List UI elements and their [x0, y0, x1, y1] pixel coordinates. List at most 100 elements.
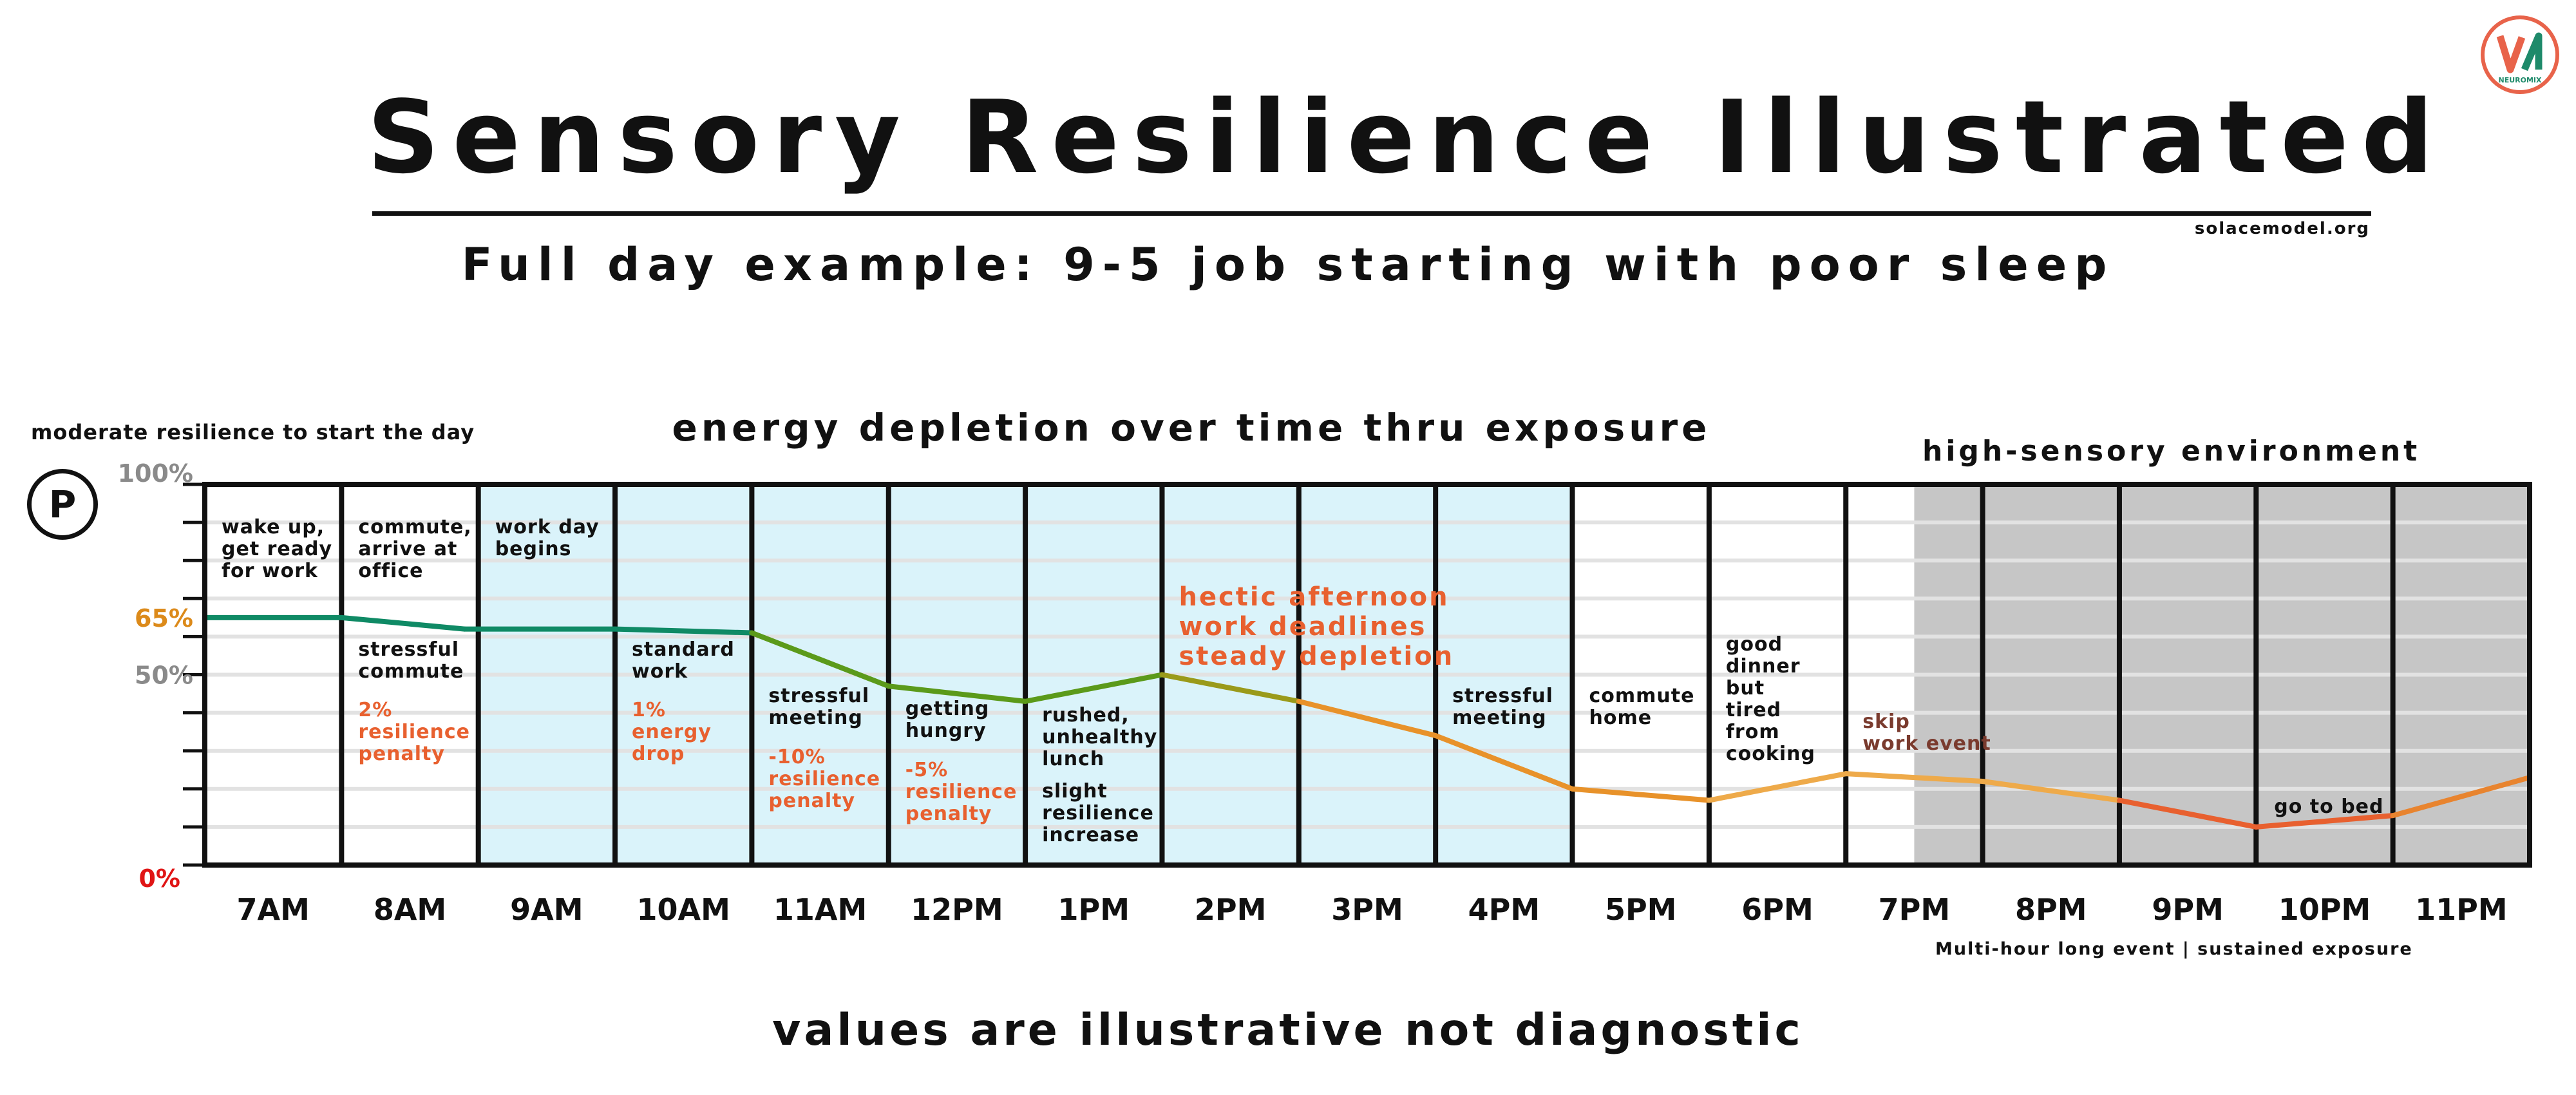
p-badge-icon: P [27, 469, 98, 540]
annotation-label: commute, arrive at office [358, 516, 471, 582]
x-tick-label: 5PM [1605, 892, 1677, 927]
annotation-line: steady depletion [1179, 642, 1454, 671]
annotation-label: -5% resilience penalty [905, 759, 1018, 825]
annotation-label: stressful meeting [768, 685, 869, 729]
neuromix-logo: NEUROMIX [2481, 15, 2559, 94]
annotation-line: work event [1862, 732, 1991, 755]
annotation-label: 1% energy drop [632, 699, 712, 765]
annotation-label: skip work event [1862, 710, 1991, 755]
plot-border [202, 482, 2532, 868]
annotation-label: stressful meeting [1452, 685, 1553, 729]
line-segment [1296, 698, 1439, 739]
footer-disclaimer: values are illustrative not diagnostic [772, 1005, 1804, 1056]
annotation-line: meeting [1452, 707, 1546, 729]
annotation-label: good dinner but tired from cooking [1726, 633, 1815, 765]
line-segment [886, 683, 1028, 704]
annotation-line: wake up, [222, 516, 325, 538]
annotation-line: commute, [358, 516, 471, 538]
annotation-line: work deadlines [1179, 612, 1426, 642]
annotation-line: drop [632, 743, 685, 765]
gridlines [183, 482, 2530, 867]
annotation-line: 1% [632, 699, 666, 721]
annotation-label: wake up, get ready for work [222, 516, 332, 582]
annotation-line: stressful [358, 638, 459, 661]
x-tick-label: 10PM [2278, 892, 2371, 927]
line-segment [612, 626, 755, 636]
annotation-line: dinner [1726, 655, 1801, 678]
annotation-line: commute [1589, 685, 1695, 707]
x-tick-label: 2PM [1195, 892, 1267, 927]
annotation-line: rushed, [1042, 704, 1130, 727]
annotation-line: energy [632, 721, 712, 743]
line-segment [339, 614, 468, 632]
resilience-chart: wake up, get ready for work commute, arrive … [118, 459, 2532, 927]
line-segment [1706, 771, 1849, 803]
resilience-line [202, 614, 2532, 830]
annotation-line: penalty [768, 790, 855, 812]
line-segment [1980, 778, 2122, 803]
annotation-line: stressful [768, 685, 869, 707]
annotation-line: lunch [1042, 748, 1104, 770]
annotation-line: increase [1042, 824, 1139, 846]
y-tick-label: 50% [135, 662, 193, 690]
annotation-line: unhealthy [1042, 726, 1157, 748]
annotation-line: penalty [905, 803, 992, 825]
x-tick-label: 12PM [911, 892, 1003, 927]
y-tick-label: 100% [118, 459, 193, 488]
annotation-line: resilience [358, 721, 470, 743]
annotation-line: office [358, 560, 423, 582]
plot-frame [202, 482, 2532, 868]
x-tick-label: 11PM [2415, 892, 2508, 927]
line-segment [1433, 733, 1575, 792]
environment-label: high-sensory environment [1922, 435, 2421, 468]
annotation-label: slight resilience increase [1042, 780, 1154, 846]
annotation-label: getting hungry [905, 698, 990, 742]
annotations: wake up, get ready for work commute, arrive … [222, 516, 2383, 846]
annotation-line: arrive at [358, 538, 457, 560]
annotation-line: getting [905, 698, 990, 720]
annotation-line: go to bed [2274, 795, 2383, 818]
annotation-label: work day begins [495, 516, 600, 560]
annotation-line: resilience [1042, 802, 1154, 824]
line-segment [749, 630, 891, 689]
logo-text: NEUROMIX [2499, 76, 2543, 84]
x-tick-label: 9AM [510, 892, 583, 927]
annotation-line: get ready [222, 538, 332, 560]
annotation-label: commute home [1589, 685, 1695, 729]
y-tick-label: 65% [135, 604, 193, 633]
x-tick-label: 1PM [1058, 892, 1130, 927]
chart-title: energy depletion over time thru exposure [672, 406, 1711, 450]
annotation-label: standard work [632, 638, 735, 683]
line-segment [1023, 672, 1165, 704]
annotation-line: home [1589, 707, 1653, 729]
annotation-label: stressful commute [358, 638, 464, 683]
annotation-line: -10% [768, 746, 825, 768]
title-divider [372, 211, 2371, 216]
annotation-line: resilience [768, 768, 880, 790]
annotation-label: -10% resilience penalty [768, 746, 880, 812]
x-tick-label: 8AM [374, 892, 446, 927]
multi-hour-note: Multi-hour long event | sustained exposu… [1935, 939, 2413, 959]
x-tick-label: 7PM [1879, 892, 1951, 927]
annotation-line: work day [495, 516, 600, 538]
annotation-line: but [1726, 677, 1765, 700]
start-note: moderate resilience to start the day [31, 420, 475, 444]
y-axis-labels: 100% 65% 50% 0% [118, 459, 193, 893]
annotation-label: hectic afternoon work deadlines steady dep… [1179, 582, 1454, 671]
x-tick-label: 4PM [1468, 892, 1540, 927]
annotation-line: hungry [905, 719, 987, 742]
annotation-line: -5% [905, 759, 948, 781]
annotation-line: for work [222, 560, 318, 582]
subtitle: Full day example: 9-5 job starting with … [461, 238, 2115, 291]
x-tick-label: 10AM [637, 892, 730, 927]
x-tick-label: 9PM [2152, 892, 2224, 927]
line-segment [2116, 797, 2259, 830]
line-segment [1159, 672, 1302, 704]
annotation-label: 2% resilience penalty [358, 699, 470, 765]
annotation-line: cooking [1726, 743, 1815, 765]
x-tick-label: 8PM [2015, 892, 2087, 927]
line-segment [1843, 771, 1985, 784]
annotation-line: penalty [358, 743, 445, 765]
line-segment [2390, 775, 2532, 819]
annotation-label: go to bed [2274, 795, 2383, 818]
